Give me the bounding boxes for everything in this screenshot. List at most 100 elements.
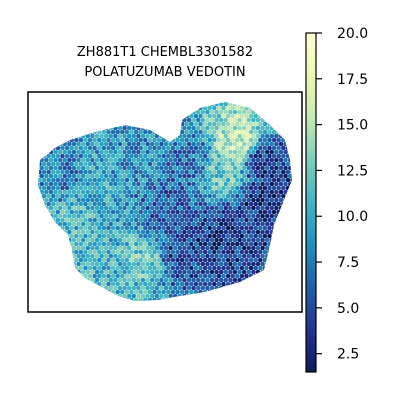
spot-marker [44, 173, 49, 179]
spot-marker [201, 94, 206, 99]
spot-marker [74, 145, 79, 151]
spot-marker [184, 241, 189, 247]
spot-marker [239, 241, 245, 247]
spot-marker [287, 213, 292, 219]
spot-marker [127, 302, 132, 307]
spot-marker [214, 141, 219, 147]
spot-marker [269, 181, 275, 187]
spot-marker [195, 261, 201, 267]
spot-marker [78, 273, 84, 279]
spot-marker [269, 269, 275, 275]
spot-marker [297, 294, 302, 299]
spot-marker [232, 141, 238, 147]
spot-marker [290, 289, 292, 295]
spot-marker [71, 293, 77, 299]
spot-marker [62, 165, 68, 171]
spot-marker [258, 281, 263, 287]
spot-marker [218, 205, 224, 211]
spot-marker [143, 185, 148, 191]
spot-marker [290, 177, 292, 183]
spot-marker [129, 137, 134, 143]
spot-marker [87, 281, 93, 287]
spot-marker [269, 197, 275, 203]
spot-marker [168, 109, 173, 115]
spot-marker [106, 185, 111, 191]
spot-marker [225, 273, 231, 279]
spot-marker [281, 145, 286, 151]
spot-marker [74, 225, 79, 231]
spot-marker [56, 306, 61, 311]
spot-marker [46, 233, 51, 239]
spot-marker [30, 222, 35, 227]
spot-marker [64, 201, 70, 207]
spot-marker [253, 113, 258, 119]
spot-marker [71, 117, 77, 123]
spot-marker [179, 121, 185, 127]
spot-marker [241, 277, 247, 283]
spot-marker [251, 213, 256, 219]
spot-marker [297, 254, 302, 259]
spot-marker [64, 121, 70, 127]
spot-marker [99, 141, 104, 147]
spot-marker [223, 102, 229, 107]
spot-marker [297, 94, 302, 99]
spot-marker [210, 302, 215, 307]
spot-marker [126, 157, 132, 163]
spot-marker [140, 245, 146, 251]
spot-marker [297, 238, 302, 243]
spot-marker [205, 237, 210, 243]
spot-marker [113, 261, 118, 267]
spot-marker [131, 165, 137, 171]
spot-marker [48, 189, 54, 195]
spot-marker [246, 221, 252, 227]
spot-marker [126, 253, 132, 259]
spot-marker [265, 302, 270, 307]
spot-marker [101, 177, 107, 183]
spot-marker [258, 113, 263, 119]
spot-marker [267, 201, 272, 207]
spot-marker [281, 113, 286, 119]
spot-marker [136, 181, 141, 187]
spot-marker [67, 173, 72, 179]
spot-marker [225, 185, 231, 191]
spot-marker [262, 217, 268, 223]
spot-marker [283, 181, 288, 187]
spot-marker [205, 245, 210, 251]
spot-marker [218, 125, 224, 131]
spot-marker [290, 306, 295, 311]
spot-marker [212, 273, 217, 279]
spot-marker [212, 169, 217, 175]
spot-marker [276, 241, 281, 247]
spot-marker [136, 149, 141, 155]
spot-marker [69, 102, 74, 103]
spot-marker [138, 257, 143, 263]
spot-marker [69, 209, 74, 215]
spot-marker [193, 241, 199, 247]
spot-marker [237, 253, 242, 259]
spot-marker [156, 129, 162, 135]
spot-marker [117, 237, 123, 243]
spot-marker [237, 277, 242, 283]
spot-marker [241, 293, 247, 299]
spot-marker [276, 265, 281, 271]
spot-marker [41, 281, 47, 287]
spot-marker [110, 249, 116, 255]
spot-marker [108, 197, 114, 203]
spot-marker [290, 257, 292, 263]
spot-marker [274, 157, 279, 163]
spot-marker [274, 302, 279, 307]
spot-marker [228, 109, 233, 115]
spot-marker [85, 109, 91, 115]
spot-marker [126, 293, 132, 299]
spot-marker [281, 306, 286, 311]
spot-marker [290, 161, 292, 167]
spot-marker [90, 141, 95, 147]
spot-marker [76, 269, 81, 275]
spot-marker [80, 133, 86, 139]
spot-marker [207, 102, 212, 103]
spot-marker [271, 137, 277, 143]
spot-marker [276, 233, 281, 239]
spot-marker [140, 102, 146, 107]
spot-marker [209, 293, 215, 299]
spot-marker [161, 129, 166, 135]
